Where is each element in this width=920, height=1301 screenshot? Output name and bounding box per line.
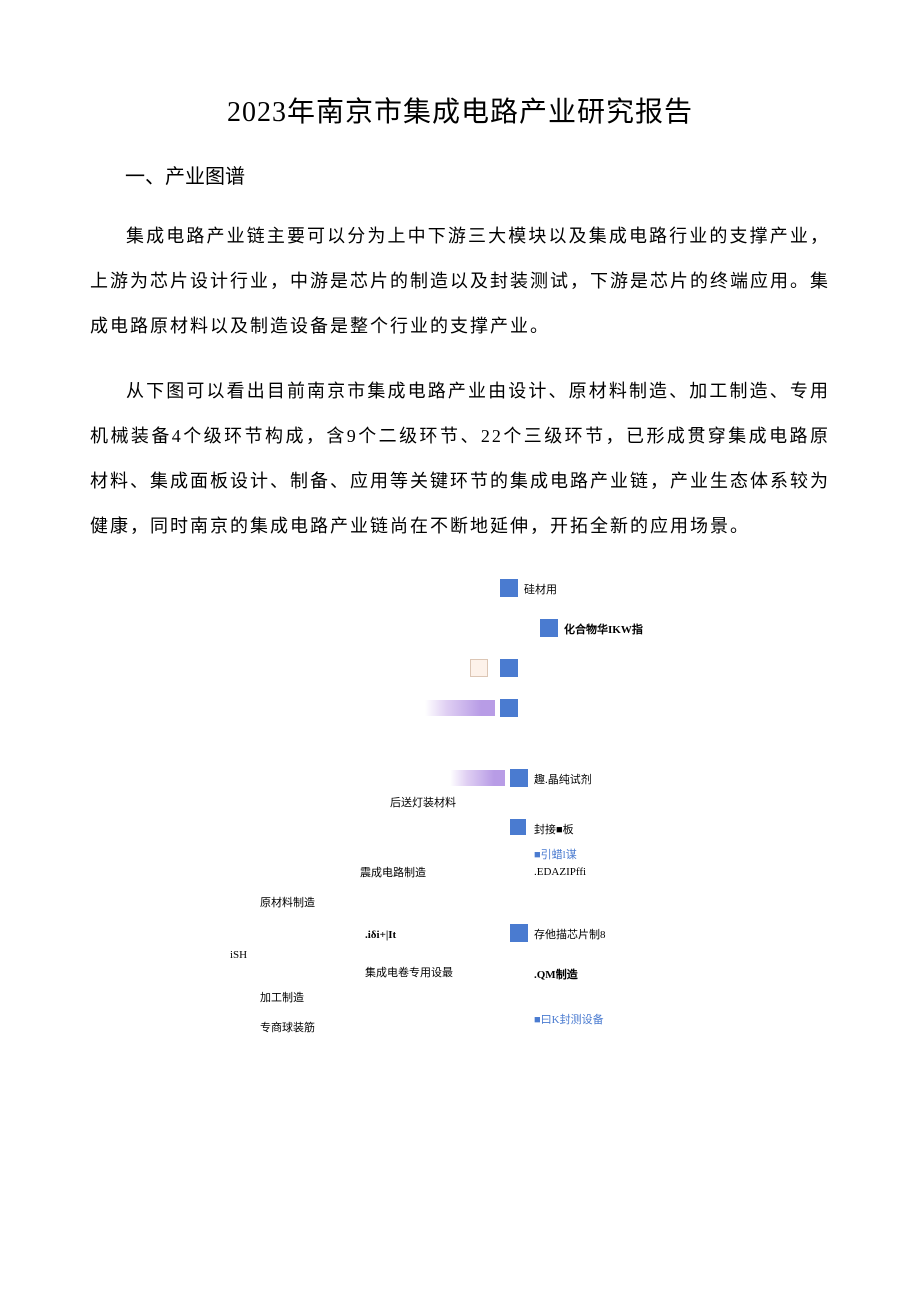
diagram-label: .QM制造 xyxy=(534,966,578,982)
diagram-label: 集成电卷专用设最 xyxy=(365,964,453,980)
diagram-label: 化合物华IKW指 xyxy=(564,621,643,637)
diagram-label: 硅材用 xyxy=(524,581,557,597)
diagram-box xyxy=(500,699,518,717)
paragraph-2: 从下图可以看出目前南京市集成电路产业由设计、原材料制造、加工制造、专用机械装备4… xyxy=(90,369,830,549)
industry-diagram: 硅材用化合物华IKW指趣.晶纯试剂后送灯装材料封接■板 ■引蜡l谋震成电路制造 .E… xyxy=(210,569,710,1069)
diagram-box xyxy=(540,619,558,637)
diagram-label: ■曰K封测设备 xyxy=(534,1011,604,1027)
diagram-label: 后送灯装材料 xyxy=(390,794,456,810)
diagram-label: 封接■板 xyxy=(534,821,574,837)
paragraph-1: 集成电路产业链主要可以分为上中下游三大模块以及集成电路行业的支撑产业，上游为芯片… xyxy=(90,214,830,349)
diagram-label: 原材料制造 xyxy=(260,894,315,910)
section-heading: 一、产业图谱 xyxy=(90,160,830,189)
diagram-label: 趣.晶纯试剂 xyxy=(534,771,592,787)
diagram-label: ■引蜡l谋 xyxy=(534,846,577,862)
diagram-box xyxy=(510,924,528,942)
diagram-label: .EDAZIPffi xyxy=(534,866,586,878)
diagram-label: 存他描芯片制8 xyxy=(534,926,606,942)
diagram-box xyxy=(470,659,488,677)
diagram-strip xyxy=(425,700,495,716)
diagram-box xyxy=(500,579,518,597)
diagram-label: .iδi+|It xyxy=(365,929,396,941)
diagram-label: 专商球装筋 xyxy=(260,1019,315,1035)
diagram-box xyxy=(510,819,526,835)
diagram-box xyxy=(500,659,518,677)
page-title: 2023年南京市集成电路产业研究报告 xyxy=(90,90,830,130)
diagram-label: 加工制造 xyxy=(260,989,304,1005)
diagram-box xyxy=(510,769,528,787)
diagram-strip xyxy=(450,770,505,786)
diagram-label: iSH xyxy=(230,949,247,961)
diagram-label: 震成电路制造 xyxy=(360,864,426,880)
